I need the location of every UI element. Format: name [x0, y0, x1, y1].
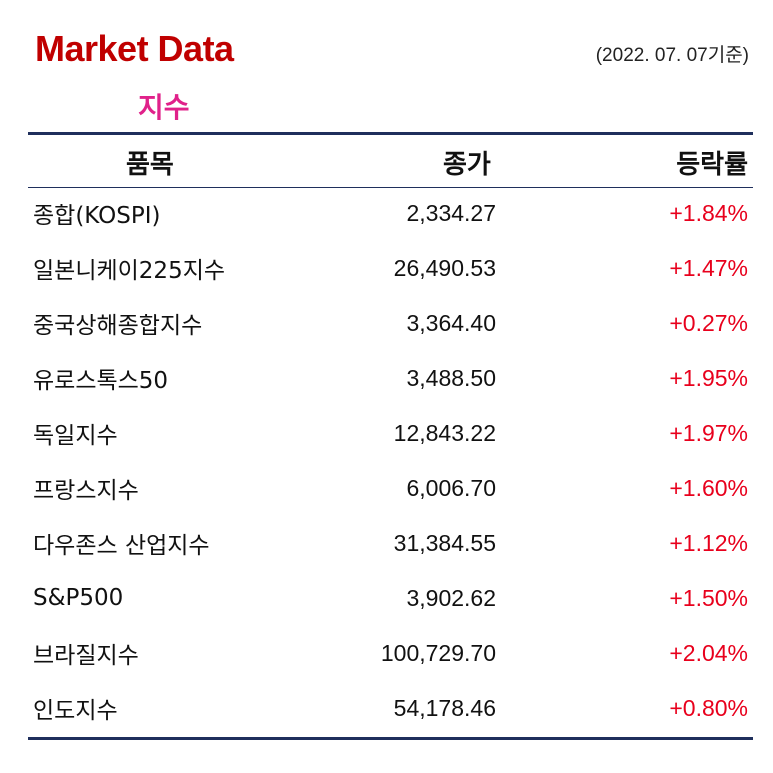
table-row: 일본니케이225지수 26,490.53 +1.47% [28, 243, 753, 293]
table-row: 독일지수 12,843.22 +1.97% [28, 408, 753, 458]
column-header-close: 종가 [443, 149, 491, 180]
change-rate: +1.47% [669, 254, 748, 281]
index-name: 유로스톡스50 [33, 368, 169, 394]
index-name: 독일지수 [33, 423, 118, 449]
index-name: S&P500 [33, 585, 124, 611]
reference-date: (2022. 07. 07기준) [595, 45, 749, 66]
page-title: Market Data [35, 28, 234, 69]
close-price: 31,384.55 [393, 529, 496, 556]
index-name: 브라질지수 [33, 643, 139, 669]
close-price: 3,364.40 [406, 309, 496, 336]
close-price: 100,729.70 [380, 639, 496, 666]
table-row: 유로스톡스50 3,488.50 +1.95% [28, 353, 753, 403]
change-rate: +1.95% [669, 364, 748, 391]
column-header-change: 등락률 [676, 149, 748, 180]
index-name: 종합(KOSPI) [33, 203, 161, 229]
close-price: 2,334.27 [406, 199, 496, 226]
table-row: 다우존스 산업지수 31,384.55 +1.12% [28, 518, 753, 568]
close-price: 12,843.22 [393, 419, 496, 446]
change-rate: +2.04% [669, 639, 748, 666]
close-price: 6,006.70 [406, 474, 496, 501]
table-row: 종합(KOSPI) 2,334.27 +1.84% [28, 188, 753, 238]
table-row: 브라질지수 100,729.70 +2.04% [28, 628, 753, 678]
column-header-item: 품목 [126, 149, 174, 180]
change-rate: +1.50% [669, 584, 748, 611]
close-price: 3,902.62 [406, 584, 496, 611]
table-row: 인도지수 54,178.46 +0.80% [28, 683, 753, 733]
change-rate: +0.27% [669, 309, 748, 336]
change-rate: +1.60% [669, 474, 748, 501]
change-rate: +1.84% [669, 199, 748, 226]
table-header: 품목 종가 등락률 [28, 137, 753, 188]
index-name: 다우존스 산업지수 [33, 533, 210, 559]
close-price: 26,490.53 [393, 254, 496, 281]
table-row: 중국상해종합지수 3,364.40 +0.27% [28, 298, 753, 348]
index-name: 프랑스지수 [33, 478, 139, 504]
index-name: 중국상해종합지수 [33, 313, 203, 339]
change-rate: +1.12% [669, 529, 748, 556]
index-name: 인도지수 [33, 698, 118, 724]
table-row: S&P500 3,902.62 +1.50% [28, 573, 753, 623]
table-row: 프랑스지수 6,006.70 +1.60% [28, 463, 753, 513]
table-bottom-rule [28, 737, 753, 740]
section-subtitle: 지수 [138, 91, 190, 124]
change-rate: +1.97% [669, 419, 748, 446]
close-price: 54,178.46 [393, 694, 496, 721]
change-rate: +0.80% [669, 694, 748, 721]
index-name: 일본니케이225지수 [33, 258, 226, 284]
table-top-rule [28, 132, 753, 135]
close-price: 3,488.50 [406, 364, 496, 391]
